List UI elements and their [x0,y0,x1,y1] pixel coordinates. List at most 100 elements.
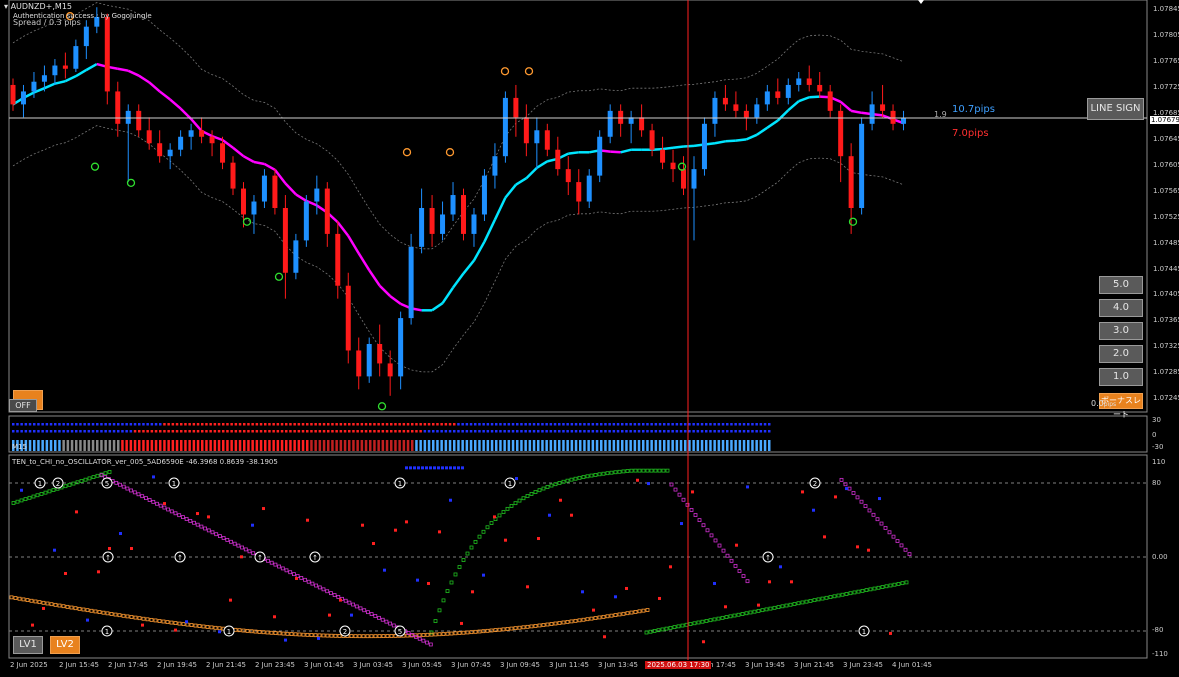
strip-bar [390,440,393,451]
candle-body [901,117,907,124]
osc-magenta-mark [188,518,193,523]
osc-count-marker-text: 2 [343,628,347,636]
strip-bar [566,440,569,451]
strip-bar [213,440,217,451]
ma-segment [672,145,684,150]
strip-dot [549,423,553,426]
osc-orange-mark [325,633,330,638]
strip-bar [24,440,28,451]
strip-dot [54,430,57,433]
strip-dot [537,430,540,433]
osc-green-mark [712,617,717,622]
strip-dot [180,430,183,433]
osc-green-mark [15,499,20,504]
bonus-rate-button[interactable]: ボーナスレート [1099,393,1143,419]
strip-dot [381,430,385,433]
osc-green-mark [653,468,658,473]
strip-dot [579,423,582,426]
candle-body [712,97,718,124]
strip-dot [209,430,212,433]
candle-body [83,26,89,47]
osc-green-mark [481,529,486,534]
strip-bar [621,440,624,451]
osc-orange-mark [125,614,130,619]
osc-dot [669,565,672,569]
strip-dot [537,423,540,426]
strip-dot [587,423,590,426]
strip-bar [75,440,78,451]
off-button[interactable]: OFF [9,399,37,412]
osc-green-mark [67,482,72,487]
osc-magenta-mark [855,495,860,500]
osc-green-mark [800,600,805,605]
osc-green-mark [780,604,785,609]
osc-green-mark [505,506,510,511]
strip-dot [188,423,191,426]
lv2-button[interactable]: LV2 [50,636,80,654]
osc-magenta-mark [729,558,734,563]
osc-magenta-mark [273,562,278,567]
osc-magenta-mark [229,539,233,544]
strip-dot [558,423,561,426]
osc-dot [559,498,562,502]
osc-orange-mark [529,624,534,629]
strip-dot [20,430,23,433]
level-button-5[interactable]: 5.0 [1099,276,1143,294]
strip-bar [45,440,49,451]
ma-segment [431,302,444,312]
strip-bar [285,440,288,451]
candle-body [115,91,121,124]
osc-green-mark [449,580,454,585]
strip-dot [738,430,742,433]
osc-dot [801,490,804,494]
strip-dot [734,423,737,426]
ma-segment [64,75,77,83]
level-button-4[interactable]: 4.0 [1099,299,1143,317]
osc-orange-mark [81,607,86,612]
osc-green-mark [107,470,112,474]
osc-orange-mark [269,630,274,635]
osc-orange-mark [161,619,166,624]
strip-dot [709,423,712,426]
strip-dot [20,423,23,426]
osc-orange-mark [201,624,206,629]
strip-dot [163,430,166,433]
osc-count-marker-text: 2 [56,480,60,488]
osc-orange-mark [105,611,110,616]
level-button-2[interactable]: 2.0 [1099,345,1143,363]
osc-magenta-mark [147,498,152,502]
osc-magenta-mark [328,591,333,596]
osc-orange-mark [133,615,138,620]
osc-green-mark [545,485,550,489]
osc-dot [735,543,738,547]
osc-orange-mark [385,634,390,638]
dropdown-arrow-icon[interactable]: ▾ [4,2,9,11]
osc-green-mark [485,525,490,530]
osc-magenta-mark [362,608,367,613]
strip-bar [537,440,540,451]
strip-dot [465,430,469,433]
candle-body [764,91,770,105]
strip-dot [478,430,481,433]
strip-dot [511,423,515,426]
candle-body [303,201,309,241]
strip-dot [684,430,687,433]
level-button-1[interactable]: 1.0 [1099,368,1143,386]
level-button-3[interactable]: 3.0 [1099,322,1143,340]
strip-dot [566,423,569,426]
ma-segment [368,269,381,287]
strip-bar [360,440,364,451]
pips-up-label: 10.7pips [952,104,995,115]
osc-magenta-mark [236,543,241,548]
osc-orange-mark [313,633,318,638]
candle-body [10,84,16,105]
lv1-button[interactable]: LV1 [13,636,43,654]
osc-green-mark [83,477,88,482]
strip-dot [742,423,746,426]
strip-dot [532,430,536,433]
line-sign-button[interactable]: LINE SIGN [1087,98,1144,120]
candle-body [722,97,728,105]
osc-orange-mark [117,613,122,618]
strip-bar [705,440,708,451]
osc-green-mark [625,469,630,473]
